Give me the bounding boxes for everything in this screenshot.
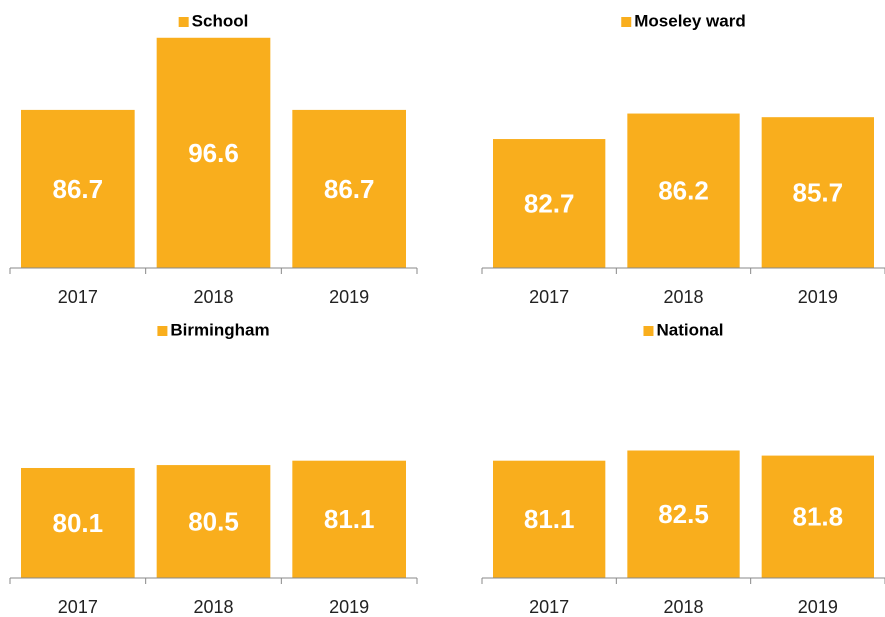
bar xyxy=(761,117,874,268)
value-label: 81.8 xyxy=(793,502,844,532)
bar xyxy=(292,460,406,578)
bar xyxy=(292,109,406,269)
bar xyxy=(156,465,271,578)
bar xyxy=(627,450,740,578)
legend-swatch xyxy=(178,17,189,27)
x-tick-label: 2017 xyxy=(58,287,98,307)
legend-swatch xyxy=(157,326,168,336)
x-tick-label: 2018 xyxy=(663,287,703,307)
value-label: 86.7 xyxy=(324,174,375,204)
x-tick-label: 2017 xyxy=(58,597,98,617)
value-label: 81.1 xyxy=(324,504,375,534)
value-label: 96.6 xyxy=(188,138,239,168)
bar xyxy=(627,113,740,269)
x-tick-label: 2019 xyxy=(798,287,838,307)
bar xyxy=(21,467,135,578)
x-tick-label: 2018 xyxy=(663,597,703,617)
legend-swatch xyxy=(643,326,654,336)
value-label: 80.5 xyxy=(188,506,239,536)
value-label: 81.1 xyxy=(524,504,575,534)
legend-label: Birmingham xyxy=(170,320,269,339)
x-tick-label: 2019 xyxy=(329,597,369,617)
x-tick-label: 2018 xyxy=(193,287,233,307)
value-label: 85.7 xyxy=(793,177,844,207)
legend-label: School xyxy=(192,11,249,30)
value-label: 86.7 xyxy=(53,174,104,204)
x-tick-label: 2017 xyxy=(529,597,569,617)
bar xyxy=(156,37,271,269)
value-label: 82.7 xyxy=(524,188,575,218)
x-tick-label: 2019 xyxy=(798,597,838,617)
x-tick-label: 2018 xyxy=(193,597,233,617)
legend-swatch xyxy=(621,17,632,27)
value-label: 80.1 xyxy=(53,508,104,538)
x-tick-label: 2017 xyxy=(529,287,569,307)
legend-label: Moseley ward xyxy=(634,11,746,30)
legend-label: National xyxy=(656,320,723,339)
bar xyxy=(493,139,606,268)
bar xyxy=(21,109,135,269)
bar xyxy=(493,460,606,578)
x-tick-label: 2019 xyxy=(329,287,369,307)
value-label: 82.5 xyxy=(658,499,709,529)
value-label: 86.2 xyxy=(658,176,709,206)
bar xyxy=(761,455,874,578)
